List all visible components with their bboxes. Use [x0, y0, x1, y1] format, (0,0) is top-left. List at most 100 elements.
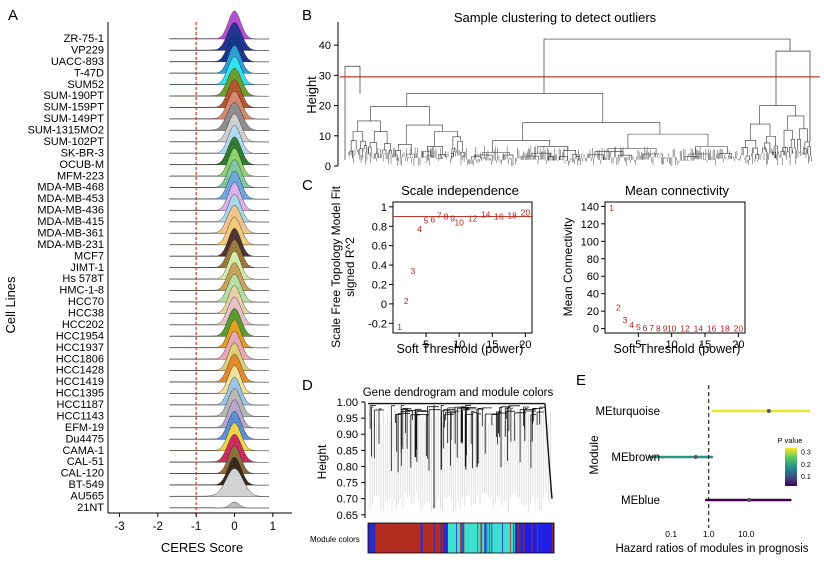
y-tick-label: 0 [325, 161, 331, 173]
module-color-segment [375, 523, 400, 553]
module-colors-label: Module colors [310, 535, 360, 544]
module-color-frame [367, 522, 555, 554]
branch [764, 142, 771, 154]
x-tick-label: 10 [453, 339, 465, 351]
leaf-cluster [419, 150, 426, 165]
cell-line-label: CAL-120 [61, 468, 104, 480]
panel-letter-b: B [302, 7, 312, 24]
y-tick-label: 1.00 [337, 397, 358, 409]
power-point-label: 9 [663, 323, 668, 333]
branch [522, 122, 661, 141]
ridge [169, 501, 269, 509]
leaf-cluster [715, 148, 723, 166]
cell-line-label: 21NT [77, 502, 104, 514]
leaf-cluster [403, 148, 410, 162]
legend-title: P value [778, 436, 803, 445]
power-point-label: 7 [649, 323, 654, 333]
y-tick-label: 0.80 [337, 461, 358, 473]
module-color-stripe [540, 523, 542, 553]
leaf-cluster [396, 157, 398, 166]
leaf-cluster [376, 147, 381, 162]
ridgeline-chart: ZR-75-1VP229UACC-893T-47DSUM52SUM-190PTS… [3, 10, 292, 555]
x-tick-label: 15 [486, 339, 498, 351]
y-axis-title: Height [304, 76, 319, 114]
module-label: MEturquoise [595, 406, 660, 418]
leaf-cluster [754, 157, 757, 162]
y-tick-label: 0.85 [337, 445, 358, 457]
power-point-label: 8 [444, 212, 449, 222]
ridge [168, 353, 270, 383]
ridge [169, 376, 270, 406]
branch [766, 135, 776, 146]
power-point-label: 1 [609, 203, 614, 213]
cell-line-label: SUM-159PT [43, 102, 104, 114]
power-point-label: 14 [694, 324, 704, 334]
branch [395, 150, 402, 158]
power-point-label: 5 [636, 322, 641, 332]
leaf-cluster [506, 146, 520, 166]
y-tick-label: 40 [587, 289, 599, 301]
chart-title: Mean connectivity [625, 183, 730, 198]
y-tick-label: 0.90 [337, 429, 358, 441]
ridge [169, 422, 270, 452]
x-tick-label: 15 [699, 339, 711, 351]
leaf-cluster [485, 146, 500, 165]
leaf-cluster [450, 156, 453, 164]
leaf-cluster [636, 146, 649, 160]
module-color-stripe [463, 523, 465, 553]
leaf-cluster [358, 149, 362, 163]
leaf-cluster [556, 148, 564, 162]
module-label: MEblue [621, 495, 660, 507]
plot-frame [392, 201, 533, 334]
y-tick-label: 20 [319, 101, 331, 113]
module-color-stripe [477, 523, 479, 553]
leaf-cluster [578, 149, 580, 161]
ridge [168, 342, 270, 371]
branch [382, 149, 387, 155]
leaf-cluster [694, 146, 702, 160]
leaf-cluster [442, 151, 450, 160]
ridge [169, 285, 270, 314]
ridge [169, 239, 269, 268]
branch [796, 139, 802, 153]
pvalue-colorbar [785, 448, 797, 486]
module-color-stripe [389, 523, 390, 553]
module-color-segment [368, 523, 376, 553]
cell-line-label: T-47D [74, 67, 104, 79]
y-tick-label: 0.6 [372, 241, 387, 253]
power-point-label: 7 [437, 211, 442, 221]
branch [745, 155, 750, 160]
hazard-ratio-point [766, 409, 771, 413]
branch [772, 151, 776, 159]
y-tick-label: 0.2 [372, 279, 387, 291]
cell-line-label: UACC-893 [51, 56, 104, 68]
ridge [169, 251, 269, 280]
leaf-cluster [748, 156, 751, 165]
x-tick-label: 20 [519, 339, 531, 351]
power-point-label: 4 [417, 224, 422, 234]
leaf-cluster [390, 153, 393, 165]
branch [359, 148, 363, 156]
x-tick-label: 0 [231, 521, 237, 533]
leaf-cluster [435, 148, 442, 162]
leaf-cluster [786, 151, 789, 160]
cell-line-label: MDA-MB-436 [37, 205, 104, 217]
cell-line-label: MCF7 [74, 250, 104, 262]
y-tick-label: 0.65 [337, 510, 358, 522]
branch [741, 147, 748, 156]
leaf-cluster [409, 147, 420, 166]
leaf-cluster [361, 155, 364, 160]
ridge [169, 45, 270, 74]
leaf-cluster [384, 152, 388, 160]
ridge [168, 445, 270, 474]
branch [798, 128, 808, 142]
x-tick-label: 10.0 [738, 529, 755, 539]
branch [457, 141, 463, 153]
branch [752, 147, 758, 155]
cell-line-label: HCC1143 [57, 410, 105, 422]
branch [397, 144, 412, 155]
y-tick-label: 20 [587, 306, 599, 318]
module-color-stripe [397, 523, 399, 553]
module-color-stripe [434, 523, 436, 553]
x-tick-label: 5 [635, 339, 641, 351]
